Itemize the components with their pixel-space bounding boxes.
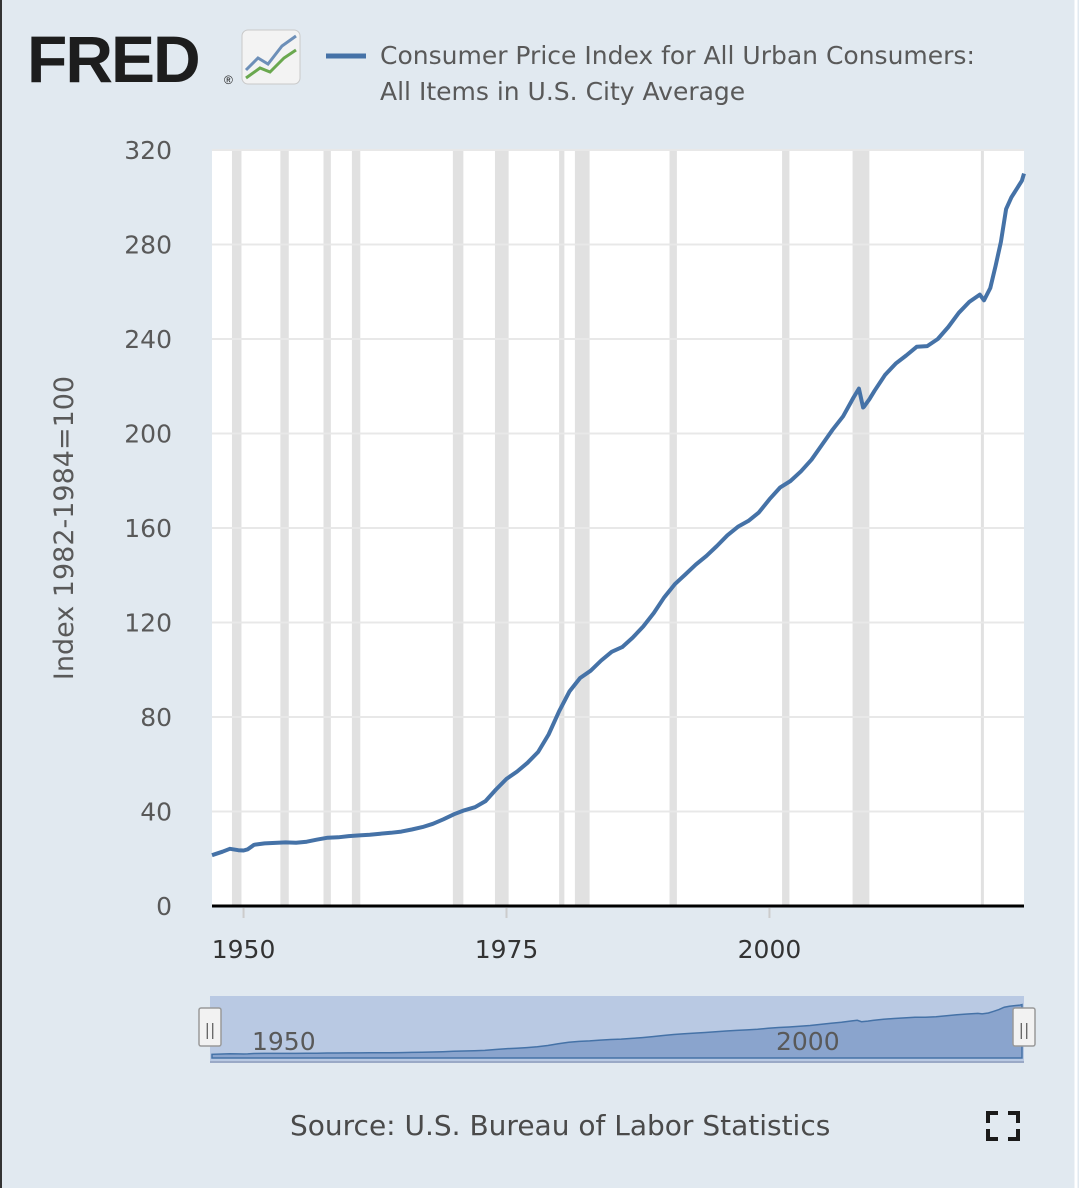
y-tick-label-0: 0 <box>156 892 172 921</box>
gridlines <box>212 149 1024 813</box>
navigator[interactable]: 1950 2000 || || <box>198 996 1036 1063</box>
y-tick-label-320: 320 <box>124 136 172 165</box>
legend-label-line1: Consumer Price Index for All Urban Consu… <box>380 41 975 70</box>
navigator-tick-2000: 2000 <box>776 1027 840 1056</box>
y-tick-label-240: 240 <box>124 325 172 354</box>
y-axis-label: Index 1982-1984=100 <box>49 376 80 680</box>
legend[interactable]: Consumer Price Index for All Urban Consu… <box>326 41 975 106</box>
fred-logo[interactable]: FRED ® <box>27 22 301 96</box>
x-tick-label-1975: 1975 <box>475 935 539 964</box>
navigator-left-handle-grip: || <box>205 1020 216 1039</box>
fullscreen-icon[interactable] <box>986 1111 1020 1141</box>
navigator-tick-1950: 1950 <box>252 1027 316 1056</box>
source-text: Source: U.S. Bureau of Labor Statistics <box>290 1109 830 1142</box>
cpi-series-line[interactable] <box>211 173 1026 858</box>
navigator-left-handle[interactable]: || <box>198 1007 222 1047</box>
x-tick-label-2000: 2000 <box>738 935 802 964</box>
navigator-series-area <box>211 1003 1023 1059</box>
y-tick-label-160: 160 <box>124 514 172 543</box>
x-axis-ticks: 1950 1975 2000 <box>212 908 802 964</box>
y-tick-label-120: 120 <box>124 609 172 638</box>
y-tick-label-80: 80 <box>140 703 172 732</box>
legend-label-line2: All Items in U.S. City Average <box>380 77 745 106</box>
fred-logo-text: FRED <box>27 22 199 96</box>
y-tick-label-200: 200 <box>124 420 172 449</box>
navigator-right-handle[interactable]: || <box>1012 1007 1036 1047</box>
navigator-right-handle-grip: || <box>1019 1020 1030 1039</box>
y-tick-label-40: 40 <box>140 798 172 827</box>
y-axis-ticks: 0 40 80 120 160 200 240 280 320 <box>124 136 172 921</box>
y-tick-label-280: 280 <box>124 231 172 260</box>
trend-chart-icon <box>241 29 301 85</box>
registered-mark: ® <box>224 73 233 87</box>
x-tick-label-1950: 1950 <box>212 935 276 964</box>
